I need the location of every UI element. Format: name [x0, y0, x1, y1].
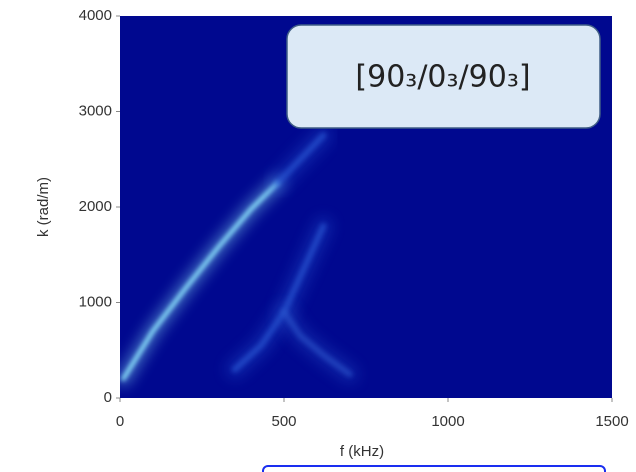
- x-tick-label: 0: [116, 413, 124, 430]
- y-tick-label: 4000: [79, 7, 112, 24]
- y-tick-label: 1000: [79, 293, 112, 310]
- x-axis-label: f (kHz): [340, 443, 384, 460]
- annotation: [90₃/0₃/90₃]: [355, 60, 530, 95]
- x-tick-label: 1500: [595, 413, 628, 430]
- y-tick-label: 0: [104, 389, 112, 406]
- y-axis-label: k (rad/m): [35, 177, 52, 237]
- x-tick-label: 500: [271, 413, 296, 430]
- y-tick-label: 3000: [79, 102, 112, 119]
- x-tick-label: 1000: [431, 413, 464, 430]
- bottom-box: [263, 466, 605, 472]
- chart: [90₃/0₃/90₃] f (kHz) k (rad/m) 0 500 1000 1…: [0, 0, 636, 472]
- y-tick-label: 2000: [79, 198, 112, 215]
